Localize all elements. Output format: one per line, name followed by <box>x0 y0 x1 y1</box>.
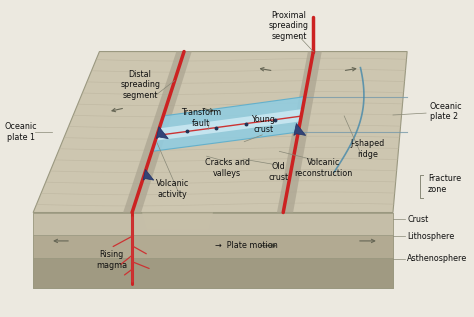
Polygon shape <box>33 235 393 258</box>
Text: Asthenosphere: Asthenosphere <box>407 255 467 263</box>
Polygon shape <box>33 212 393 288</box>
Polygon shape <box>123 52 192 212</box>
Text: Oceanic
plate 1: Oceanic plate 1 <box>5 122 37 142</box>
Text: Old
crust: Old crust <box>268 162 289 182</box>
Text: Volcanic
activity: Volcanic activity <box>155 179 189 198</box>
Text: Volcanic
reconstruction: Volcanic reconstruction <box>295 158 353 178</box>
Polygon shape <box>143 170 154 180</box>
Polygon shape <box>142 212 213 230</box>
Polygon shape <box>294 124 306 135</box>
Polygon shape <box>155 109 302 141</box>
Polygon shape <box>277 52 322 212</box>
Text: Young
crust: Young crust <box>251 115 275 134</box>
Text: Oceanic
plate 2: Oceanic plate 2 <box>430 101 463 121</box>
Polygon shape <box>156 127 168 139</box>
Polygon shape <box>152 97 305 151</box>
Text: Crust: Crust <box>407 215 428 224</box>
Text: J-shaped
ridge: J-shaped ridge <box>350 139 384 159</box>
Polygon shape <box>0 9 449 309</box>
Text: Transform
fault: Transform fault <box>181 108 221 127</box>
Polygon shape <box>33 212 393 235</box>
Text: Distal
spreading
segment: Distal spreading segment <box>120 70 160 100</box>
Polygon shape <box>33 52 407 212</box>
Text: Lithosphere: Lithosphere <box>407 232 455 241</box>
Text: Fracture
zone: Fracture zone <box>428 174 461 194</box>
Text: →  Plate motion: → Plate motion <box>215 241 278 250</box>
Text: Proximal
spreading
segment: Proximal spreading segment <box>269 11 309 41</box>
Polygon shape <box>33 258 393 288</box>
Text: Cracks and
valleys: Cracks and valleys <box>205 158 250 178</box>
Text: Rising
magma: Rising magma <box>96 250 128 269</box>
